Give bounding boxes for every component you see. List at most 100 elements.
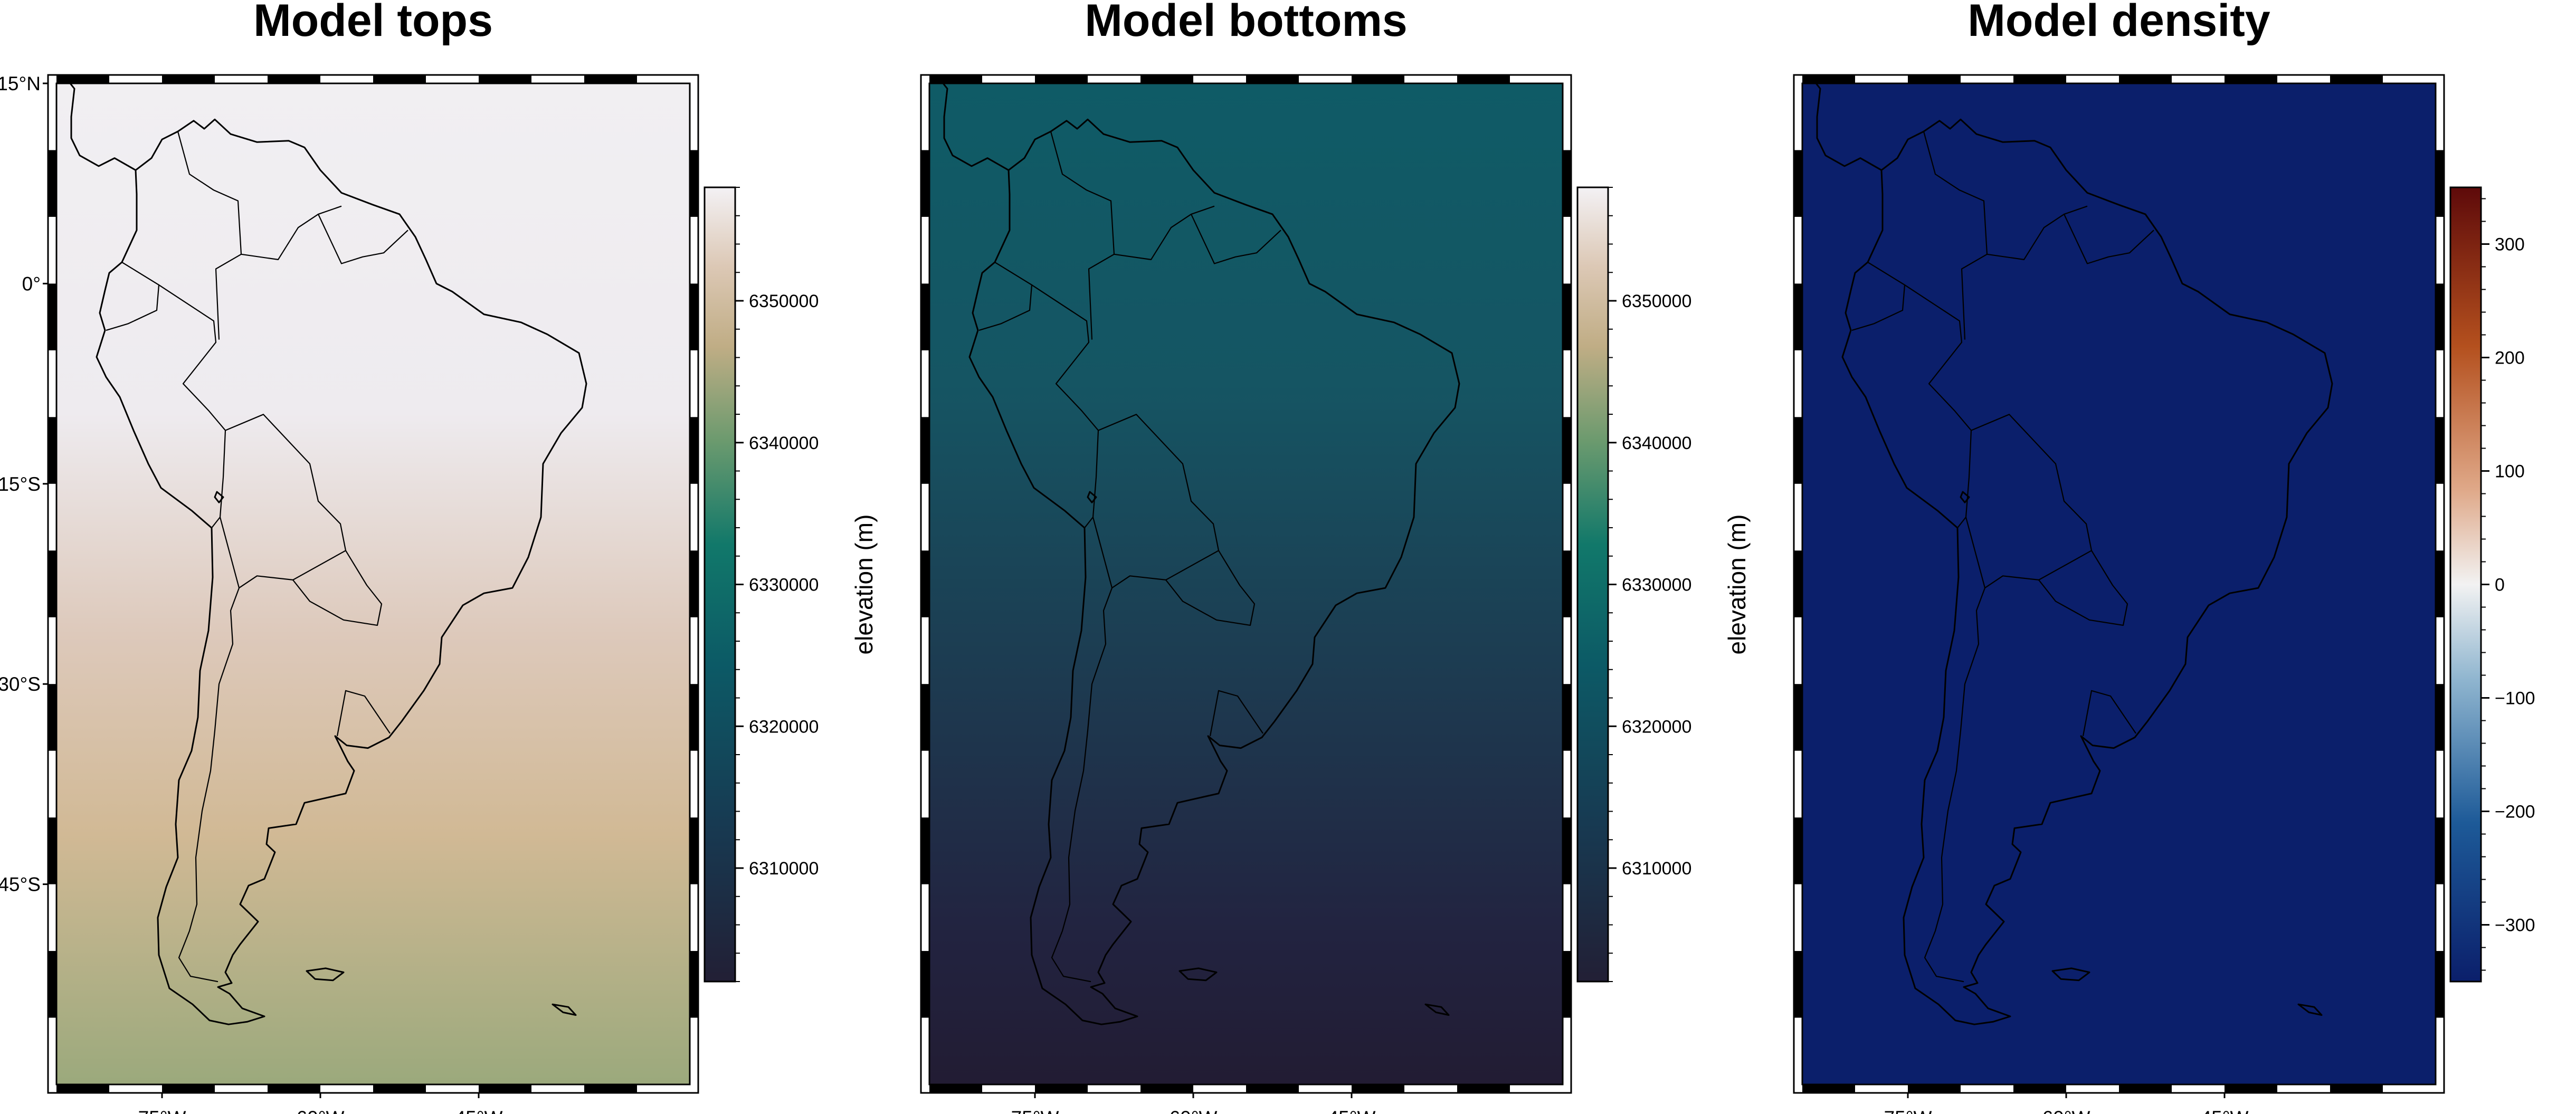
map-frame — [1793, 74, 2445, 1094]
colorbar-tick-label: 6320000 — [1622, 717, 1691, 737]
colorbar-tick-label: −100 — [2495, 689, 2535, 709]
colorbar-tick-label: 6350000 — [1622, 291, 1691, 311]
coastlines — [931, 0, 1460, 1025]
lat-tick-label: 15°S — [0, 473, 41, 495]
lon-tick-label: 45°W — [455, 1107, 503, 1114]
country-border — [1924, 587, 1986, 983]
country-border — [1050, 131, 1115, 340]
central-america-outline — [1815, 83, 1882, 171]
map-frame — [47, 74, 699, 1094]
country-border — [292, 550, 383, 626]
country-border — [1904, 284, 1972, 528]
country-border — [241, 205, 342, 260]
colorbar-tick-label: 300 — [2495, 235, 2525, 255]
lon-tick-label: 60°W — [2042, 1107, 2090, 1114]
colorbar-tick-label: 200 — [2495, 348, 2525, 368]
falkland-islands-outline — [1178, 967, 1218, 982]
colorbar-tick-label: 6320000 — [749, 717, 819, 737]
country-border — [2064, 214, 2154, 264]
colorbar-tick-label: 6340000 — [749, 433, 819, 453]
country-border — [1965, 414, 2093, 589]
country-border — [1114, 205, 1215, 260]
colorbar: 6310000 6320000 6330000 6340000 6350000 eleva… — [704, 186, 878, 983]
continent-outline — [96, 118, 587, 1025]
country-border — [1051, 587, 1113, 983]
colorbar-scale — [1576, 186, 1609, 983]
country-border — [2082, 690, 2136, 737]
cuba-outline — [931, 0, 1042, 18]
coastlines — [59, 0, 587, 1025]
cuba-outline — [1804, 0, 1915, 18]
lon-tick-label: 45°W — [2201, 1107, 2249, 1114]
colorbar: 6310000 6320000 6330000 6340000 6350000 eleva… — [1576, 186, 1751, 983]
country-border — [106, 261, 160, 331]
lon-tick-label: 75°W — [1884, 1107, 1932, 1114]
panel-title: Model tops — [253, 0, 493, 46]
country-border — [2038, 550, 2128, 626]
map-grid-image — [929, 83, 1563, 1084]
colorbar-scale — [2449, 186, 2482, 983]
central-america-outline — [942, 83, 1009, 171]
colorbar-tick-label: 0 — [2495, 575, 2505, 595]
country-border — [318, 214, 408, 264]
country-border — [1031, 284, 1099, 528]
country-border — [1165, 550, 1256, 626]
lat-tick-label: 45°S — [0, 874, 41, 896]
lon-tick-label: 75°W — [138, 1107, 186, 1114]
lat-tick-label: 0° — [22, 273, 41, 294]
central-america-outline — [69, 83, 136, 171]
continent-outline — [1841, 118, 2333, 1025]
country-border — [1851, 261, 1906, 331]
south-georgia-outline — [2297, 1003, 2323, 1016]
colorbar-title: elevation (m) — [1723, 515, 1751, 655]
country-border — [1191, 214, 1281, 264]
country-border — [177, 131, 242, 340]
hispaniola-outline — [168, 18, 232, 41]
map-grid-image — [56, 83, 690, 1084]
country-border — [336, 690, 391, 737]
lon-tick-label: 75°W — [1011, 1107, 1059, 1114]
colorbar-scale — [704, 186, 736, 983]
colorbar-tick-label: −200 — [2495, 802, 2535, 822]
lat-tick-label: 30°S — [0, 673, 41, 695]
cuba-outline — [59, 0, 169, 18]
map-panel-2: Model bottoms75°W60°W45°W631000063200006… — [920, 0, 1751, 1114]
coastlines — [1804, 0, 2333, 1025]
south-georgia-outline — [1424, 1003, 1450, 1016]
panel-title: Model bottoms — [1085, 0, 1408, 46]
lat-tick-label: 15°N — [0, 73, 41, 94]
country-border — [219, 414, 347, 589]
country-border — [1209, 690, 1263, 737]
colorbar-tick-label: −300 — [2495, 916, 2535, 936]
map-grid-image — [1802, 83, 2436, 1084]
country-border — [1923, 131, 1988, 340]
map-panel-3: Model density 75°W 60°W 45°W −300 −200 −100 0 10… — [1793, 0, 2535, 1114]
country-border — [178, 587, 240, 983]
colorbar-title: elevation (m) — [850, 515, 878, 655]
lake-outline — [1960, 491, 1970, 503]
map-frame — [920, 74, 1572, 1094]
map-panel-1: Model tops 75°W 60°W 45°W 15°N 0° 15°S 30°S 45°S… — [0, 0, 878, 1114]
country-border — [1092, 414, 1220, 589]
lon-tick-label: 60°W — [1170, 1107, 1218, 1114]
country-border — [1986, 205, 2088, 260]
falkland-islands-outline — [306, 967, 345, 982]
colorbar: −300−200−1000100200300density (kg/m3) — [2449, 186, 2535, 983]
colorbar-tick-label: 6330000 — [1622, 575, 1691, 595]
lon-tick-label: 45°W — [1328, 1107, 1376, 1114]
colorbar-tick-label: 6310000 — [1622, 859, 1691, 879]
colorbar-tick-label: 6330000 — [749, 575, 819, 595]
lon-tick-label: 60°W — [297, 1107, 345, 1114]
colorbar-tick-label: 100 — [2495, 462, 2525, 482]
lake-outline — [1087, 491, 1097, 503]
colorbar-tick-label: 6350000 — [749, 291, 819, 311]
falkland-islands-outline — [2051, 967, 2090, 982]
panel-title: Model density — [1967, 0, 2270, 46]
south-georgia-outline — [552, 1003, 577, 1016]
country-border — [158, 284, 226, 528]
colorbar-tick-label: 6310000 — [749, 859, 819, 879]
continent-outline — [968, 118, 1460, 1025]
colorbar-tick-label: 6340000 — [1622, 433, 1691, 453]
country-border — [978, 261, 1033, 331]
